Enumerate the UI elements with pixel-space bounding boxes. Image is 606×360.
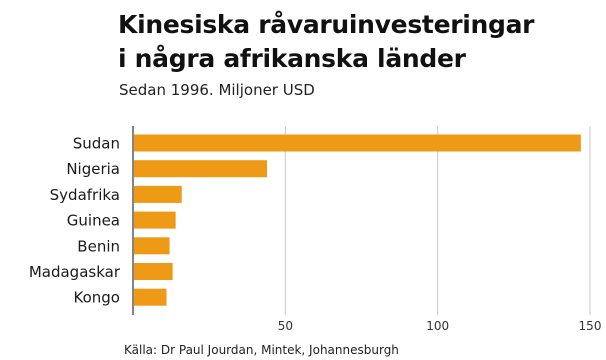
- chart-title-line-1: Kinesiska råvaruinvesteringar: [118, 10, 535, 39]
- category-label-sydafrika: Sydafrika: [50, 186, 120, 204]
- bar-guinea: [134, 211, 176, 229]
- x-tick-label-100: 100: [426, 319, 449, 333]
- bar-sydafrika: [134, 185, 182, 203]
- category-label-guinea: Guinea: [67, 212, 120, 230]
- chart-title-line-2: i några afrikanska länder: [118, 44, 466, 73]
- bar-madagaskar: [134, 263, 173, 280]
- bar-sudan: [134, 134, 581, 152]
- bar-kongo: [134, 288, 167, 306]
- category-label-benin: Benin: [77, 237, 120, 255]
- bar-benin: [134, 237, 170, 255]
- category-label-nigeria: Nigeria: [66, 160, 120, 178]
- category-label-sudan: Sudan: [73, 135, 120, 153]
- chart-subtitle: Sedan 1996. Miljoner USD: [119, 81, 315, 99]
- category-label-madagaskar: Madagaskar: [29, 263, 121, 281]
- category-label-kongo: Kongo: [74, 289, 120, 307]
- x-tick-label-50: 50: [278, 319, 293, 333]
- bar-nigeria: [134, 160, 268, 178]
- source-note: Källa: Dr Paul Jourdan, Mintek, Johannes…: [124, 343, 399, 357]
- x-tick-label-150: 150: [579, 319, 602, 333]
